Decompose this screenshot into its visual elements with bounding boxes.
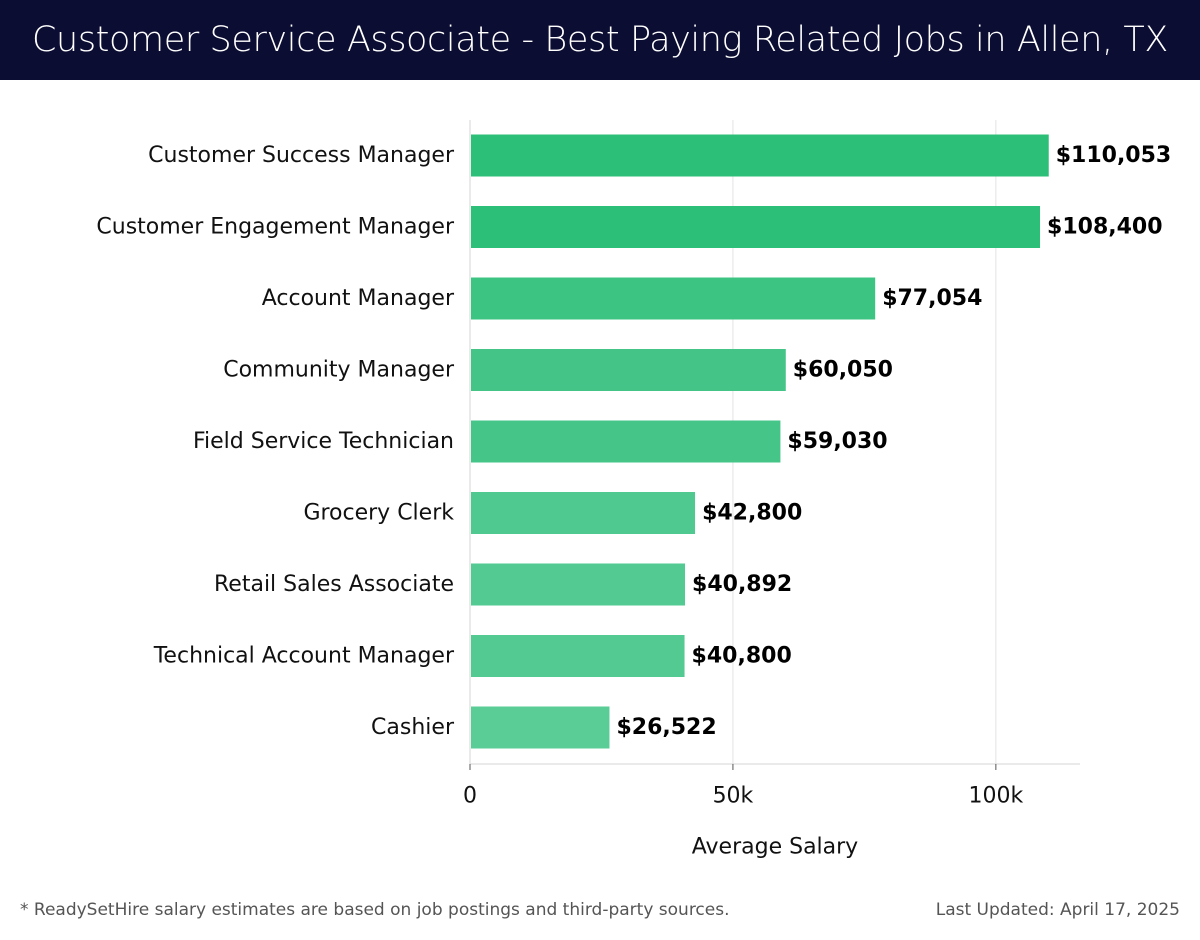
bar-chart: Customer Success Manager $110,053 Customer… xyxy=(96,120,1172,860)
footer-note: * ReadySetHire salary estimates are base… xyxy=(20,900,730,920)
value-label: $26,522 xyxy=(616,715,716,740)
bar xyxy=(471,706,610,749)
value-label: $110,053 xyxy=(1056,143,1172,168)
value-label: $59,030 xyxy=(787,429,887,454)
chart-title-banner: Customer Service Associate - Best Paying… xyxy=(0,0,1200,80)
chart-area: Customer Success Manager $110,053 Customer… xyxy=(0,80,1200,880)
bar xyxy=(471,134,1049,177)
x-tick-label: 50k xyxy=(713,784,754,809)
value-label: $40,800 xyxy=(692,644,792,669)
x-tick-label: 0 xyxy=(463,784,477,809)
category-label: Technical Account Manager xyxy=(153,644,455,669)
category-label: Customer Engagement Manager xyxy=(96,215,455,240)
category-label: Cashier xyxy=(371,715,455,740)
category-label: Community Manager xyxy=(223,358,455,383)
value-label: $42,800 xyxy=(702,501,802,526)
category-label: Field Service Technician xyxy=(193,429,454,454)
category-label: Retail Sales Associate xyxy=(214,572,454,597)
bar xyxy=(471,349,786,391)
value-label: $40,892 xyxy=(692,572,792,597)
x-axis-title: Average Salary xyxy=(692,835,858,860)
bar xyxy=(471,563,686,606)
bar xyxy=(471,206,1041,248)
value-label: $77,054 xyxy=(882,286,982,311)
bar xyxy=(471,277,876,320)
value-label: $108,400 xyxy=(1047,215,1163,240)
category-label: Account Manager xyxy=(262,286,455,311)
category-label: Customer Success Manager xyxy=(148,143,455,168)
bar xyxy=(471,635,685,677)
category-label: Grocery Clerk xyxy=(303,501,454,526)
chart-title: Customer Service Associate - Best Paying… xyxy=(32,20,1168,60)
x-tick-label: 100k xyxy=(968,784,1023,809)
last-updated: Last Updated: April 17, 2025 xyxy=(935,900,1180,920)
bar xyxy=(471,492,696,534)
bar xyxy=(471,420,781,463)
value-label: $60,050 xyxy=(793,358,893,383)
